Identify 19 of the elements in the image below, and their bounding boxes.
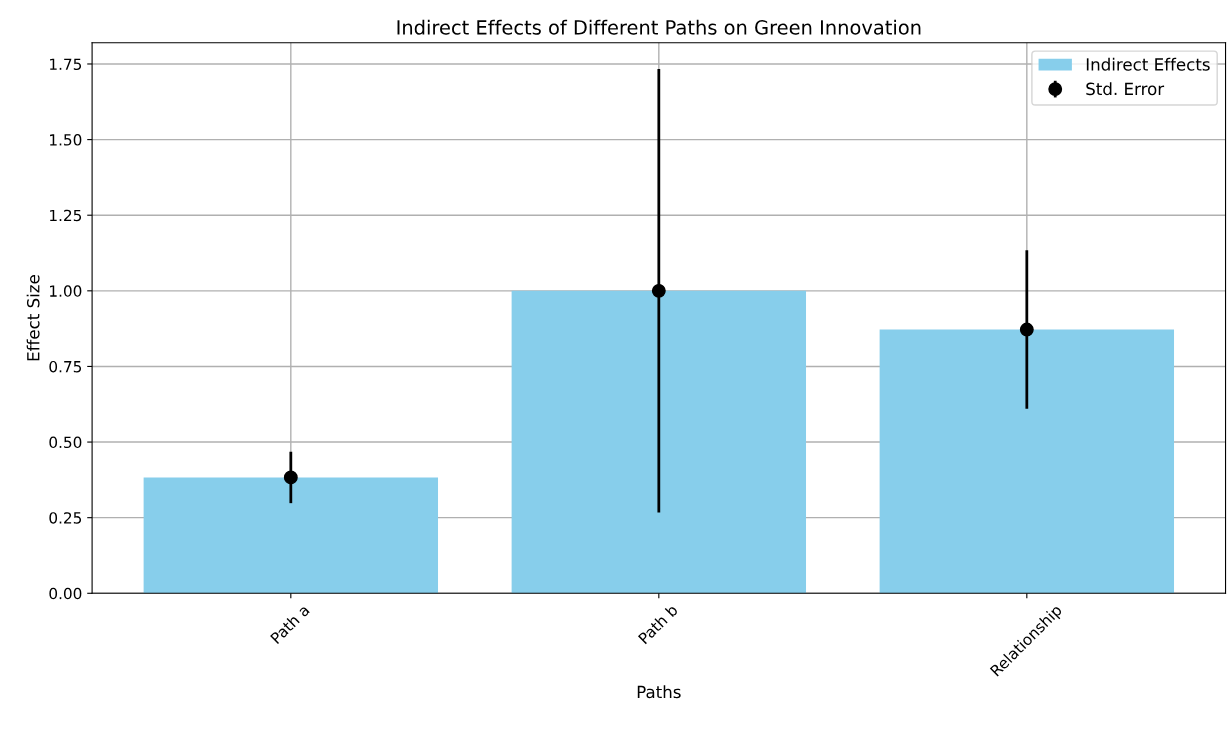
y-axis-title: Effect Size: [26, 275, 40, 361]
y-tick-label: 1.50: [50, 134, 82, 146]
chart-title: Indirect Effects of Different Paths on Green Innovation: [397, 19, 921, 35]
bar: [511, 290, 807, 594]
point: [283, 470, 298, 485]
y-tick-label: 0.25: [49, 512, 82, 524]
legend-label: Indirect Effects: [1086, 57, 1210, 71]
point: [1019, 322, 1034, 337]
bar: [143, 477, 439, 594]
y-tick-label: 0.50: [49, 436, 82, 449]
y-tick-label: 1.00: [50, 285, 82, 297]
x-axis-title: Paths: [637, 685, 681, 699]
y-tick-label: 0.75: [49, 360, 82, 373]
point: [651, 283, 666, 298]
y-tick-label: 1.75: [50, 58, 82, 70]
bar: [879, 329, 1175, 594]
y-tick-label: 0.00: [49, 587, 82, 600]
legend-label: Std. Error: [1086, 82, 1165, 96]
y-tick-label: 1.25: [50, 209, 82, 222]
